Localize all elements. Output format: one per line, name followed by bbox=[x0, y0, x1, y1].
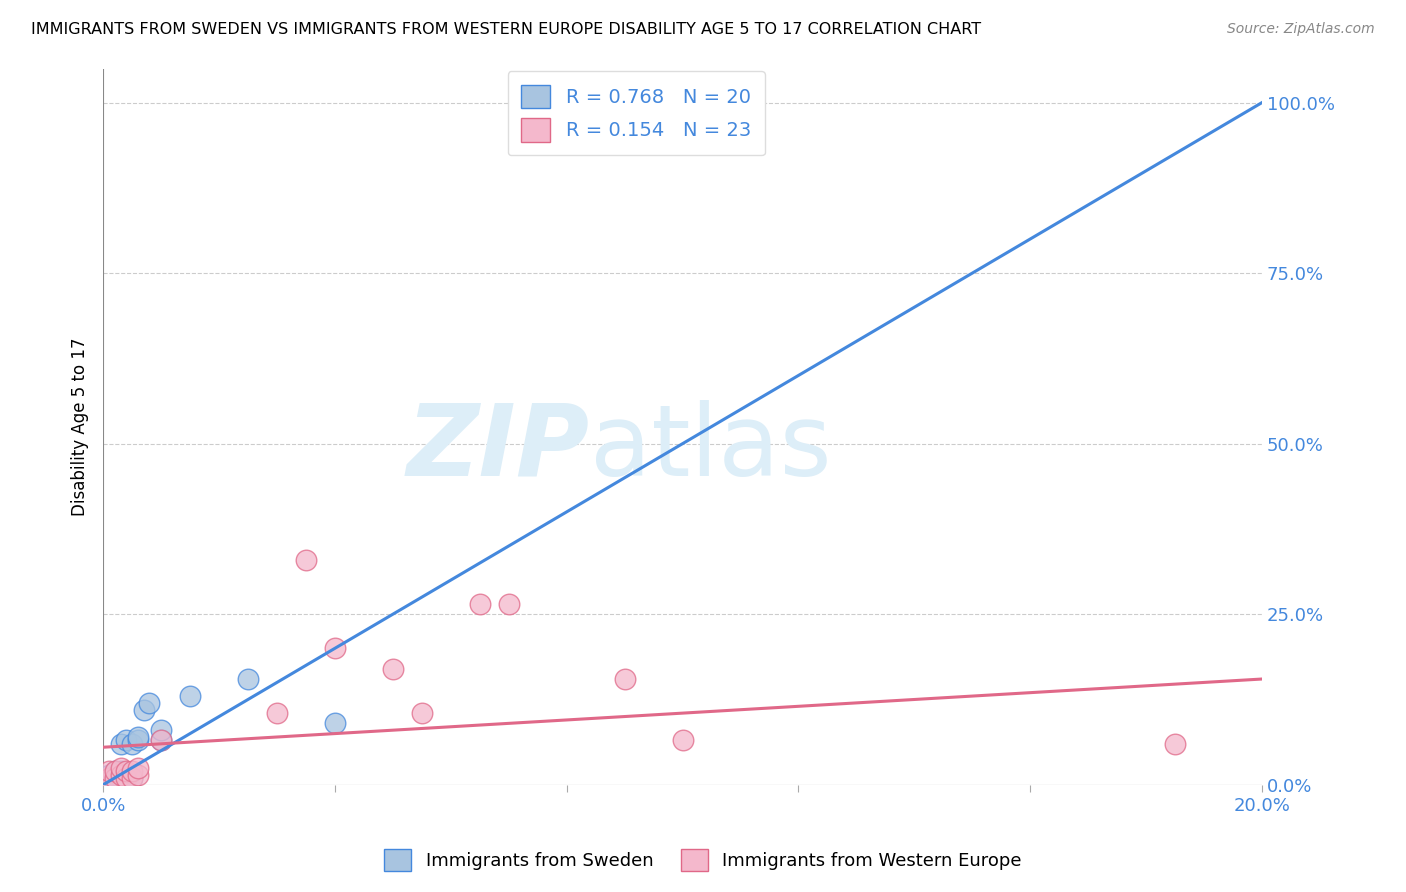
Point bbox=[179, 689, 201, 703]
Text: atlas: atlas bbox=[589, 400, 831, 497]
Point bbox=[97, 771, 120, 785]
Point bbox=[138, 696, 160, 710]
Point bbox=[104, 771, 127, 785]
Point bbox=[97, 767, 120, 781]
Point bbox=[121, 771, 143, 785]
Point bbox=[127, 733, 149, 747]
Point bbox=[266, 706, 288, 720]
Point bbox=[295, 552, 318, 566]
Point bbox=[104, 767, 127, 781]
Point bbox=[468, 597, 491, 611]
Point bbox=[115, 771, 138, 785]
Point bbox=[97, 764, 120, 778]
Point bbox=[104, 764, 127, 778]
Point bbox=[104, 771, 127, 785]
Point bbox=[110, 761, 132, 775]
Legend: R = 0.768   N = 20, R = 0.154   N = 23: R = 0.768 N = 20, R = 0.154 N = 23 bbox=[508, 71, 765, 155]
Point bbox=[110, 737, 132, 751]
Point bbox=[150, 733, 173, 747]
Point bbox=[115, 764, 138, 778]
Point bbox=[110, 771, 132, 785]
Point bbox=[115, 733, 138, 747]
Point bbox=[121, 764, 143, 778]
Point bbox=[613, 672, 636, 686]
Point bbox=[121, 771, 143, 785]
Text: IMMIGRANTS FROM SWEDEN VS IMMIGRANTS FROM WESTERN EUROPE DISABILITY AGE 5 TO 17 : IMMIGRANTS FROM SWEDEN VS IMMIGRANTS FRO… bbox=[31, 22, 981, 37]
Point bbox=[127, 767, 149, 781]
Point bbox=[127, 761, 149, 775]
Point bbox=[110, 767, 132, 781]
Point bbox=[236, 672, 259, 686]
Point bbox=[671, 733, 693, 747]
Text: Source: ZipAtlas.com: Source: ZipAtlas.com bbox=[1227, 22, 1375, 37]
Point bbox=[121, 737, 143, 751]
Point bbox=[381, 662, 404, 676]
Text: ZIP: ZIP bbox=[406, 400, 589, 497]
Point bbox=[150, 733, 173, 747]
Point bbox=[132, 703, 155, 717]
Point bbox=[127, 730, 149, 744]
Point bbox=[104, 764, 127, 778]
Point bbox=[150, 723, 173, 738]
Point bbox=[411, 706, 433, 720]
Point bbox=[323, 716, 346, 731]
Point bbox=[1164, 737, 1187, 751]
Point bbox=[110, 764, 132, 778]
Point bbox=[97, 771, 120, 785]
Legend: Immigrants from Sweden, Immigrants from Western Europe: Immigrants from Sweden, Immigrants from … bbox=[377, 842, 1029, 879]
Y-axis label: Disability Age 5 to 17: Disability Age 5 to 17 bbox=[72, 337, 89, 516]
Point bbox=[323, 641, 346, 656]
Point bbox=[498, 597, 520, 611]
